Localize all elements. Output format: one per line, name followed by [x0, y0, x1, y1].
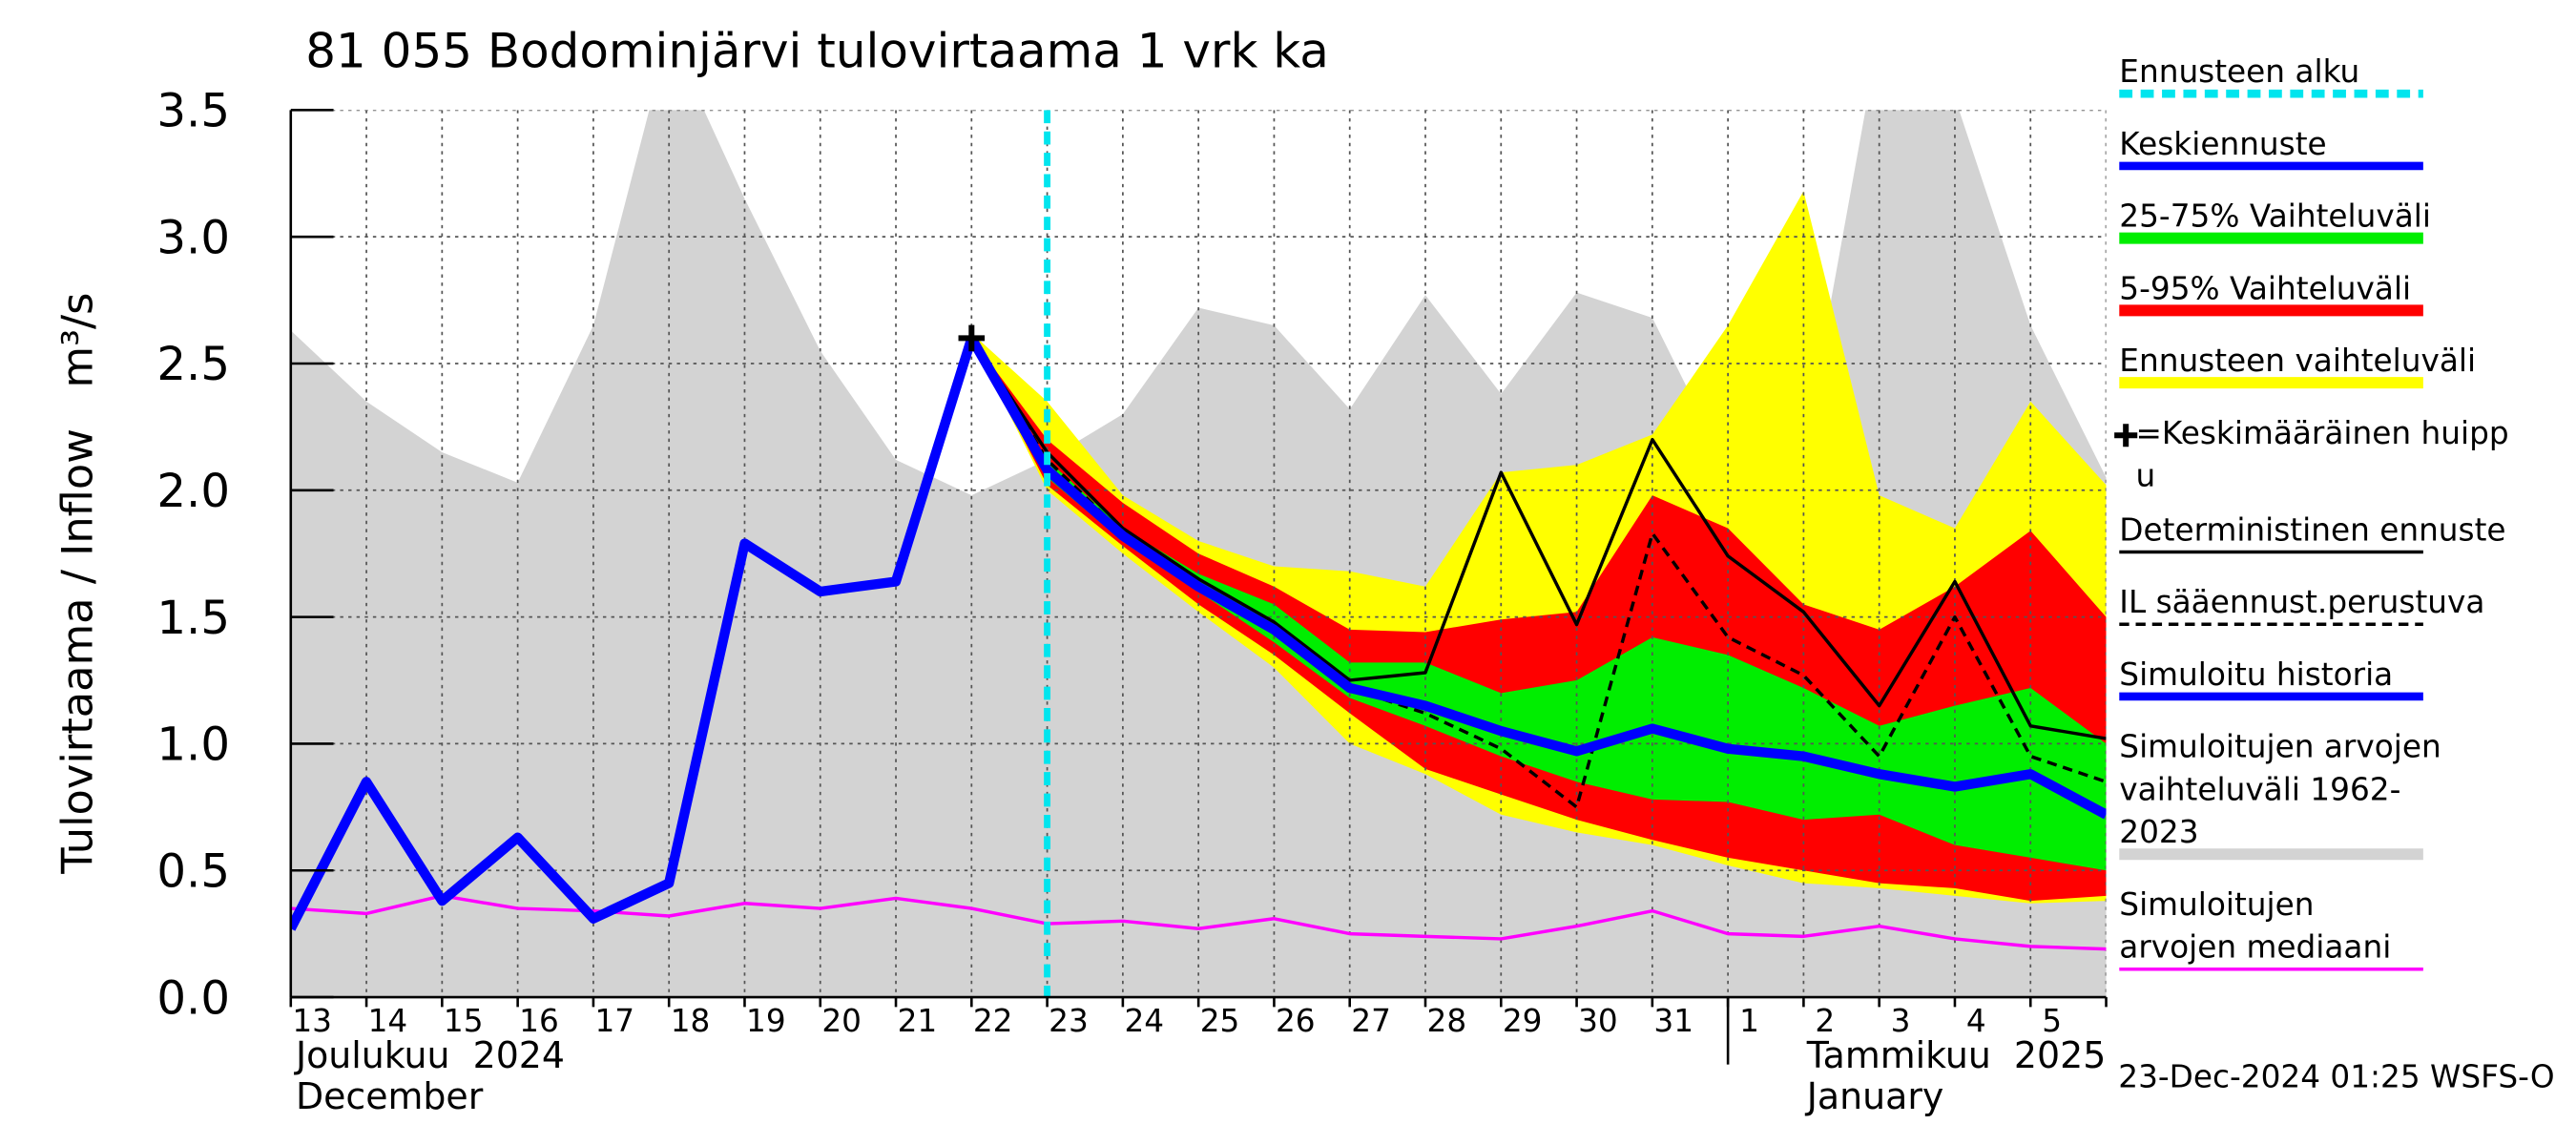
x-tick-label: 16 [519, 1003, 559, 1039]
legend-label-box: Deterministinen ennuste [2119, 512, 2506, 550]
legend-label-box: Simuloitu historia [2119, 656, 2394, 694]
x-tick-label: 4 [1966, 1003, 1986, 1039]
x-tick-label: 13 [292, 1003, 332, 1039]
legend-label-box: Simuloitujen arvojen mediaani [2119, 886, 2392, 967]
y-tick-label: 0.0 [156, 971, 230, 1025]
legend-label-box: 5-95% Vaihteluväli [2119, 271, 2412, 307]
legend-label: Ennusteen alku [2119, 53, 2360, 91]
legend-label: 25-75% Vaihteluväli [2119, 198, 2431, 236]
x-tick-label: 23 [1049, 1003, 1089, 1039]
x-tick-label: 3 [1891, 1003, 1911, 1039]
month-label: Joulukuu 2024 [294, 1034, 565, 1076]
y-axis-label: Tulovirtaama / Inflow m³/s [52, 293, 102, 875]
x-tick-label: 29 [1503, 1003, 1543, 1039]
series-line [969, 337, 2107, 809]
y-tick-label: 3.5 [156, 85, 230, 138]
x-tick-label: 22 [973, 1003, 1013, 1039]
x-tick-label: 31 [1653, 1003, 1693, 1039]
legend: Ennusteen alku Keskiennuste 25-75% Vaihtel… [2114, 53, 2509, 971]
legend-label: 5-95% Vaihteluväli [2119, 271, 2412, 307]
series-line [290, 894, 2107, 951]
x-tick-label: 18 [671, 1003, 711, 1039]
legend-label-box: Keskiennuste [2119, 126, 2327, 163]
series-line [966, 335, 2107, 820]
legend-label-box: =Keskimääräinen huippu [2135, 415, 2509, 495]
y-tick-label: 1.0 [156, 718, 230, 772]
axes: 0.00.51.01.52.02.53.03.513 14 15 16 17 18 19 20… [156, 85, 2108, 1117]
x-tick-label: 15 [444, 1003, 484, 1039]
x-tick-label: 1 [1739, 1003, 1759, 1039]
x-tick-label: 28 [1427, 1003, 1467, 1039]
timestamp: 23-Dec-2024 01:25 WSFS-O [2118, 1059, 2554, 1095]
x-tick-label: 19 [746, 1003, 786, 1039]
x-tick-label: 17 [594, 1003, 634, 1039]
y-tick-label: 2.5 [156, 338, 230, 391]
legend-label: IL sääennust.perustuva [2119, 584, 2485, 621]
x-tick-label: 24 [1124, 1003, 1164, 1039]
legend-label: Simuloitu historia [2119, 656, 2394, 694]
legend-label: Simuloitujen arvojen vaihteluväli 1962-2… [2119, 729, 2441, 851]
legend-label: Simuloitujen arvojen mediaani [2119, 886, 2392, 967]
legend-label-box: IL sääennust.perustuva [2119, 584, 2485, 621]
series-line [969, 337, 2107, 740]
x-tick-label: 26 [1276, 1003, 1316, 1039]
month-label: December [296, 1075, 484, 1117]
legend-label-box: 25-75% Vaihteluväli [2119, 198, 2431, 236]
y-tick-label: 3.0 [156, 211, 230, 264]
peak-marker [958, 324, 986, 352]
x-tick-label: 5 [2042, 1003, 2062, 1039]
y-tick-label: 0.5 [156, 844, 230, 898]
x-tick-label: 27 [1351, 1003, 1391, 1039]
month-label: Tammikuu 2025 [1806, 1034, 2107, 1076]
legend-label: Keskiennuste [2119, 126, 2327, 163]
legend-peak-symbol [2114, 424, 2138, 448]
legend-label: =Keskimääräinen huippu [2135, 415, 2509, 495]
x-tick-label: 21 [898, 1003, 938, 1039]
series-line [290, 336, 977, 931]
y-tick-label: 2.0 [156, 465, 230, 518]
x-tick-label: 30 [1578, 1003, 1618, 1039]
legend-label-box: Ennusteen alku [2119, 53, 2360, 91]
x-tick-label: 20 [821, 1003, 862, 1039]
x-tick-label: 25 [1200, 1003, 1240, 1039]
legend-label: Deterministinen ennuste [2119, 512, 2506, 550]
plot-area [290, 110, 2107, 998]
legend-label-box: Ennusteen vaihteluväli [2119, 343, 2477, 380]
range-band [971, 338, 2107, 871]
x-tick-label: 2 [1815, 1003, 1835, 1039]
x-tick-label: 14 [368, 1003, 408, 1039]
y-tick-label: 1.5 [156, 592, 230, 645]
legend-label: Ennusteen vaihteluväli [2119, 343, 2477, 380]
chart-title: 81 055 Bodominjärvi tulovirtaama 1 vrk k… [305, 24, 1329, 79]
month-label: January [1805, 1075, 1944, 1117]
legend-label-box: Simuloitujen arvojen vaihteluväli 1962-2… [2119, 729, 2441, 851]
